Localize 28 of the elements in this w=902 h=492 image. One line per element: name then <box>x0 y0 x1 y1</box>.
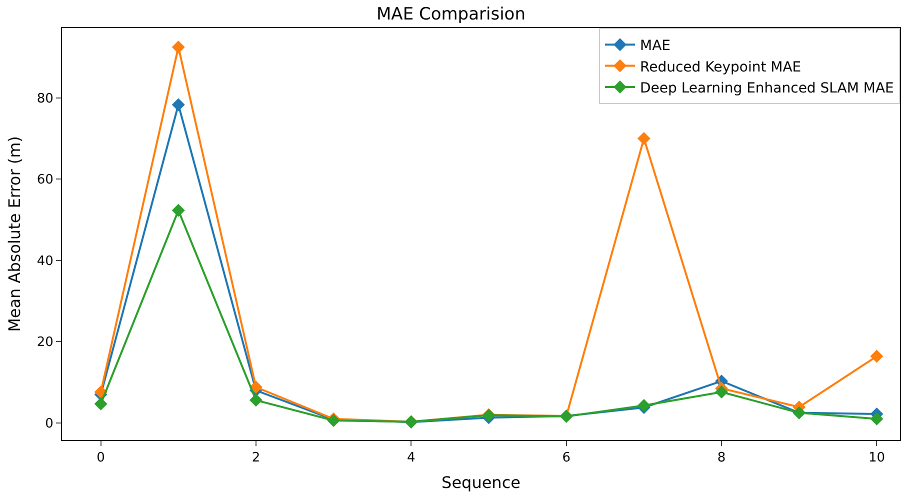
x-tick-label: 4 <box>407 450 416 466</box>
y-tick-label: 0 <box>45 416 54 432</box>
point <box>172 98 185 112</box>
point <box>172 40 185 54</box>
point <box>249 380 262 394</box>
point <box>249 394 262 407</box>
x-tick-label: 10 <box>868 450 885 466</box>
x-tick-label: 6 <box>562 450 570 466</box>
y-tick-label: 40 <box>36 254 54 269</box>
y-tick-label: 80 <box>36 91 54 106</box>
point <box>870 350 884 363</box>
legend-label: Deep Learning Enhanced SLAM MAE <box>640 80 894 96</box>
point <box>94 397 108 410</box>
point <box>637 132 650 146</box>
legend-label: Reduced Keypoint MAE <box>640 59 802 76</box>
chart-title: MAE Comparision <box>376 4 526 24</box>
x-tick-label: 8 <box>717 450 726 466</box>
point <box>870 412 884 426</box>
legend-label: MAE <box>640 38 671 54</box>
y-tick-label: 60 <box>36 172 54 188</box>
point <box>715 386 728 399</box>
x-axis-title: Sequence <box>442 473 520 492</box>
y-axis-title: Mean Absolute Error (m) <box>5 136 24 332</box>
point <box>172 204 185 217</box>
point <box>637 398 650 412</box>
y-tick-label: 20 <box>36 335 54 350</box>
x-tick-label: 0 <box>96 450 105 466</box>
x-tick-label: 2 <box>252 450 260 466</box>
